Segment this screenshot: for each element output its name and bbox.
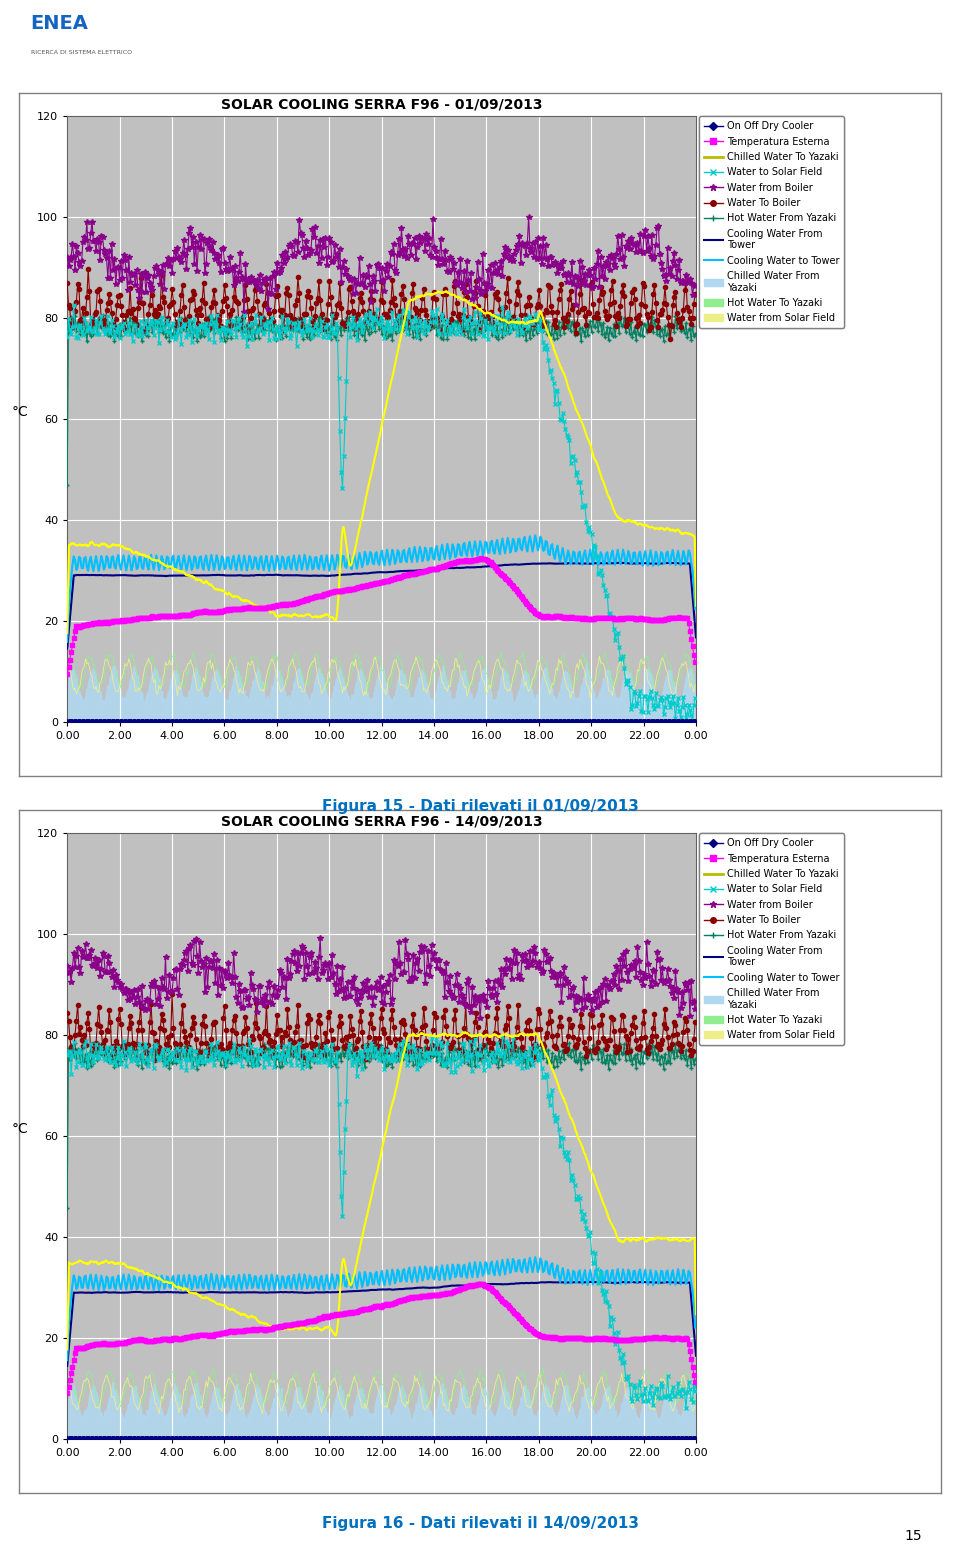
Title: SOLAR COOLING SERRA F96 - 01/09/2013: SOLAR COOLING SERRA F96 - 01/09/2013 (221, 98, 542, 112)
Y-axis label: °C: °C (12, 405, 29, 419)
Title: SOLAR COOLING SERRA F96 - 14/09/2013: SOLAR COOLING SERRA F96 - 14/09/2013 (221, 815, 542, 829)
Text: Figura 15 - Dati rilevati il 01/09/2013: Figura 15 - Dati rilevati il 01/09/2013 (322, 799, 638, 815)
Legend: On Off Dry Cooler, Temperatura Esterna, Chilled Water To Yazaki, Water to Solar : On Off Dry Cooler, Temperatura Esterna, … (699, 116, 845, 327)
Text: ENEA: ENEA (31, 14, 88, 34)
Text: Figura 16 - Dati rilevati il 14/09/2013: Figura 16 - Dati rilevati il 14/09/2013 (322, 1516, 638, 1532)
Legend: On Off Dry Cooler, Temperatura Esterna, Chilled Water To Yazaki, Water to Solar : On Off Dry Cooler, Temperatura Esterna, … (699, 833, 845, 1044)
Text: 15: 15 (904, 1529, 922, 1543)
Y-axis label: °C: °C (12, 1122, 29, 1136)
Text: RICERCA DI SISTEMA ELETTRICO: RICERCA DI SISTEMA ELETTRICO (31, 50, 132, 56)
